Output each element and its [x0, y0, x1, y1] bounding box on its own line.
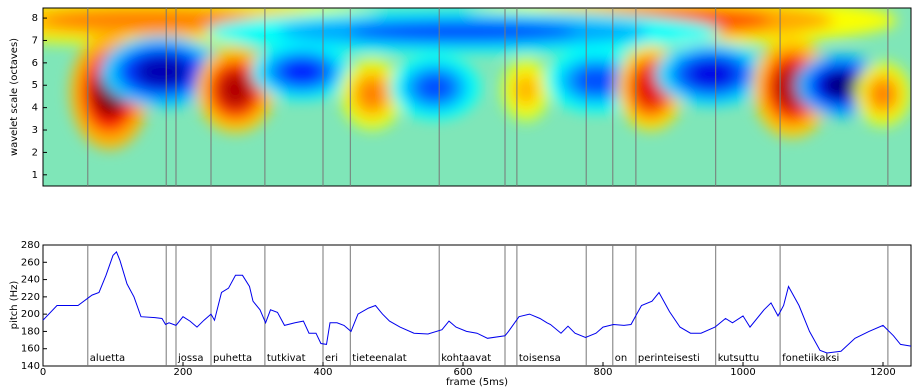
word-label: fonetiikaksi	[782, 353, 839, 364]
bottom-frame	[42, 244, 912, 367]
y-tick-label: 7	[32, 35, 38, 46]
x-tick-label: 1200	[870, 367, 895, 378]
scalogram-blob	[218, 70, 253, 109]
y-tick-label: 4	[32, 103, 38, 114]
y-tick-label: 3	[32, 125, 38, 136]
x-tick-label: 0	[40, 367, 46, 378]
y-tick-label: 280	[21, 240, 40, 251]
y-tick-label: 140	[21, 361, 40, 372]
word-label: aluetta	[90, 353, 125, 364]
y-tick-label: 240	[21, 275, 40, 286]
y-tick-label: 180	[21, 326, 40, 337]
word-label: kutsuttu	[718, 353, 759, 364]
y-axis-label: pitch (Hz)	[9, 281, 20, 330]
scalogram-blob	[870, 80, 896, 109]
word-label: eri	[325, 353, 338, 364]
scalogram-blob	[573, 66, 619, 95]
top-frame	[42, 7, 912, 187]
word-label: on	[615, 353, 627, 364]
y-tick-label: 260	[21, 257, 40, 268]
word-label: tieteenalat	[352, 353, 406, 364]
y-tick-label: 160	[21, 344, 40, 355]
scalogram-blob	[687, 59, 736, 89]
scalogram-blob	[515, 75, 537, 104]
y-axis-label: wavelet scale (octaves)	[9, 38, 20, 156]
x-tick-label: 1000	[730, 367, 755, 378]
y-tick-label: 200	[21, 309, 40, 320]
scalogram-blob	[279, 59, 325, 85]
y-tick-label: 2	[32, 147, 38, 158]
x-tick-label: 400	[313, 367, 332, 378]
y-tick-label: 6	[32, 58, 38, 69]
scalogram-blob	[821, 71, 861, 100]
y-tick-label: 220	[21, 292, 40, 303]
word-label: tutkivat	[267, 353, 306, 364]
pitch-line	[42, 251, 912, 354]
x-tick-label: 200	[173, 367, 192, 378]
y-tick-label: 5	[32, 80, 38, 91]
word-label: toisensa	[519, 353, 561, 364]
scalogram-blob	[135, 56, 189, 88]
scalogram-blob	[415, 73, 455, 102]
scalogram-blob	[43, 9, 256, 32]
scalogram-blob	[350, 22, 576, 41]
x-tick-label: 600	[453, 367, 472, 378]
word-label: perinteisesti	[638, 353, 700, 364]
scalogram	[43, 8, 911, 150]
y-tick-label: 8	[32, 13, 38, 24]
x-axis-label: frame (5ms)	[446, 377, 508, 388]
word-label: kohtaavat	[441, 353, 491, 364]
scalogram-blob	[358, 78, 386, 110]
word-label: puhetta	[213, 353, 252, 364]
y-tick-label: 1	[32, 170, 38, 181]
x-tick-label: 800	[593, 367, 612, 378]
word-label: jossa	[177, 353, 203, 364]
